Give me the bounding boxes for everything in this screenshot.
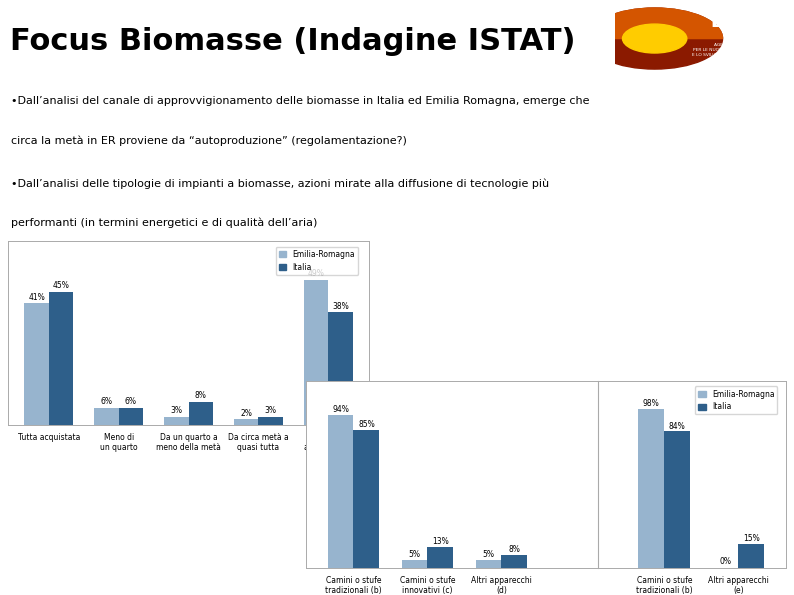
Bar: [738, 544, 764, 568]
Bar: [234, 419, 259, 425]
Text: 8%: 8%: [195, 392, 206, 400]
Bar: [476, 560, 502, 568]
Text: Focus Biomasse (Indagine ISTAT): Focus Biomasse (Indagine ISTAT): [10, 27, 575, 57]
Bar: [327, 415, 353, 568]
Bar: [118, 408, 143, 425]
Bar: [48, 292, 73, 425]
Text: 5%: 5%: [408, 550, 421, 559]
Text: 38%: 38%: [332, 302, 349, 311]
Text: 45%: 45%: [52, 281, 70, 290]
Text: 41%: 41%: [29, 293, 45, 302]
Text: •Dall’analisi delle tipologie di impianti a biomasse, azioni mirate alla diffusi: •Dall’analisi delle tipologie di impiant…: [11, 178, 549, 189]
Bar: [353, 430, 380, 568]
Bar: [402, 560, 427, 568]
Text: 6%: 6%: [125, 397, 137, 406]
Bar: [638, 409, 665, 568]
Text: 49%: 49%: [307, 270, 325, 278]
Bar: [502, 555, 527, 568]
Circle shape: [587, 8, 723, 69]
Text: AGENZIA NAZIONALE
PER LE NUOVE TECNOLOGIE, L'ENERGIA
E LO SVILUPPO ECONOMICO SOS: AGENZIA NAZIONALE PER LE NUOVE TECNOLOGI…: [692, 43, 782, 57]
Text: ENEA: ENEA: [710, 14, 764, 32]
Text: 3%: 3%: [264, 406, 276, 415]
Bar: [259, 416, 283, 425]
Wedge shape: [587, 8, 723, 39]
Bar: [329, 312, 353, 425]
Text: 94%: 94%: [332, 405, 349, 414]
Text: 84%: 84%: [669, 421, 686, 431]
Text: performanti (in termini energetici e di qualità dell’aria): performanti (in termini energetici e di …: [11, 218, 318, 228]
Circle shape: [622, 24, 687, 53]
Bar: [25, 303, 48, 425]
Text: 8%: 8%: [508, 546, 520, 555]
Text: •Dall’analisi del canale di approvvigionamento delle biomasse in Italia ed Emili: •Dall’analisi del canale di approvvigion…: [11, 96, 590, 106]
Text: 85%: 85%: [358, 420, 375, 429]
Legend: Emilia-Romagna, Italia: Emilia-Romagna, Italia: [695, 387, 777, 415]
Bar: [164, 416, 189, 425]
Text: 13%: 13%: [432, 537, 449, 546]
Bar: [94, 408, 118, 425]
Text: 3%: 3%: [171, 406, 183, 415]
Bar: [427, 547, 453, 568]
Text: 98%: 98%: [643, 399, 660, 408]
Text: 0%: 0%: [719, 557, 731, 566]
Text: 2%: 2%: [241, 409, 252, 418]
Text: 6%: 6%: [101, 397, 113, 406]
Text: 15%: 15%: [743, 534, 760, 543]
Bar: [665, 431, 690, 568]
Bar: [304, 280, 329, 425]
Bar: [189, 402, 213, 425]
Text: circa la metà in ER proviene da “autoproduzione” (regolamentazione?): circa la metà in ER proviene da “autopro…: [11, 136, 407, 146]
Text: 5%: 5%: [483, 550, 495, 559]
Legend: Emilia-Romagna, Italia: Emilia-Romagna, Italia: [276, 247, 358, 274]
